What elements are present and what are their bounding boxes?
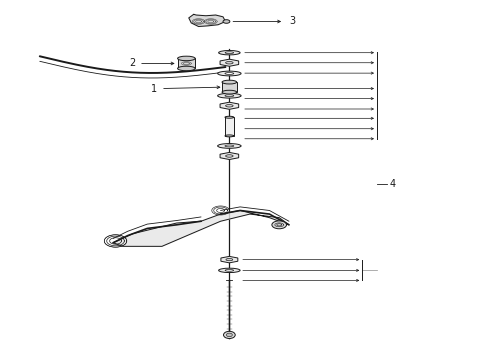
Polygon shape bbox=[220, 152, 239, 159]
Ellipse shape bbox=[219, 50, 240, 55]
Ellipse shape bbox=[225, 52, 234, 54]
Ellipse shape bbox=[218, 93, 241, 98]
Ellipse shape bbox=[225, 73, 234, 75]
Ellipse shape bbox=[222, 90, 237, 94]
Ellipse shape bbox=[225, 116, 234, 118]
Ellipse shape bbox=[218, 144, 241, 148]
Bar bbox=[225, 117, 234, 136]
Polygon shape bbox=[220, 59, 239, 66]
Ellipse shape bbox=[177, 56, 195, 61]
Ellipse shape bbox=[219, 268, 240, 273]
Ellipse shape bbox=[272, 221, 287, 229]
Ellipse shape bbox=[225, 145, 234, 147]
Ellipse shape bbox=[225, 135, 234, 137]
Polygon shape bbox=[113, 211, 289, 246]
Ellipse shape bbox=[225, 95, 234, 96]
Polygon shape bbox=[189, 14, 225, 27]
Ellipse shape bbox=[225, 62, 233, 64]
Polygon shape bbox=[220, 102, 239, 109]
Ellipse shape bbox=[222, 80, 237, 84]
Bar bbox=[222, 82, 237, 92]
Ellipse shape bbox=[225, 104, 233, 107]
Ellipse shape bbox=[226, 333, 232, 337]
Ellipse shape bbox=[177, 66, 195, 71]
Ellipse shape bbox=[226, 258, 233, 261]
Ellipse shape bbox=[223, 331, 235, 338]
Ellipse shape bbox=[225, 155, 233, 157]
Text: 4: 4 bbox=[389, 179, 395, 189]
Text: 1: 1 bbox=[151, 84, 157, 94]
Text: 2: 2 bbox=[129, 58, 135, 68]
Text: 3: 3 bbox=[289, 17, 295, 27]
Ellipse shape bbox=[225, 270, 234, 271]
Polygon shape bbox=[221, 256, 238, 263]
Bar bbox=[177, 58, 195, 68]
Ellipse shape bbox=[223, 20, 230, 23]
Ellipse shape bbox=[218, 71, 241, 76]
